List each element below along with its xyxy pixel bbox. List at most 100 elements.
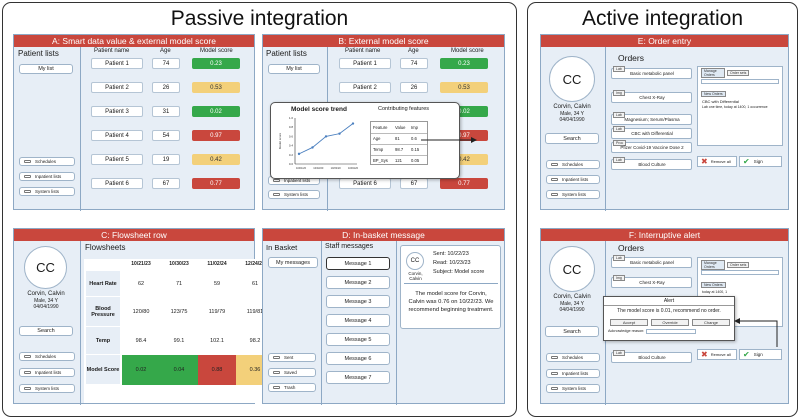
- override-button[interactable]: Override: [651, 319, 689, 326]
- sidebar-item-system-lists[interactable]: System lists: [546, 190, 600, 199]
- patient-name: Corvin, Calvin: [553, 104, 591, 110]
- acknowledge-reason-field[interactable]: [646, 329, 696, 334]
- sidebar-item-inpatient-lists[interactable]: Inpatient lists: [546, 175, 600, 184]
- panel-f: F: Interruptive alert CC Corvin, Calvin …: [540, 228, 789, 405]
- sidebar-item-system-lists[interactable]: System lists: [268, 190, 320, 199]
- message-item[interactable]: Message 6: [326, 352, 390, 365]
- message-item[interactable]: Message 7: [326, 371, 390, 384]
- remove-all-button[interactable]: ✖ Remove all: [697, 156, 737, 167]
- my-messages-button[interactable]: My messages: [268, 257, 318, 268]
- search-button[interactable]: Search: [545, 133, 599, 144]
- sidebar-item-system-lists[interactable]: System lists: [546, 384, 600, 393]
- patient-info: Male, 34 Y: [560, 301, 584, 307]
- age-cell: 74: [400, 58, 428, 69]
- sidebar-item-schedules[interactable]: Schedules: [546, 160, 600, 169]
- order-item[interactable]: Lab CBC with Differential: [611, 126, 692, 139]
- sidebar-divider: [605, 47, 606, 211]
- patient-name-cell[interactable]: Patient 2: [91, 82, 143, 93]
- flowsheet-cell: 62: [137, 281, 145, 287]
- order-item[interactable]: Proc Pfizer Covid-19 Vaccine Dose 2: [611, 140, 692, 153]
- model-score-cell: 0.23: [440, 58, 488, 69]
- manage-orders-button[interactable]: Manage Orders: [701, 260, 725, 270]
- sidebar-item-saved[interactable]: Saved: [268, 368, 316, 377]
- sign-button[interactable]: ✔ Sign: [739, 156, 782, 167]
- search-button[interactable]: Search: [545, 326, 599, 337]
- sidebar-item-schedules[interactable]: Schedules: [19, 352, 75, 361]
- order-sets-button[interactable]: Order sets: [727, 262, 750, 268]
- alert-arrow: [734, 318, 778, 347]
- order-item[interactable]: Lab Blood Culture: [611, 157, 692, 170]
- order-search-field[interactable]: [701, 79, 779, 84]
- patient-name-cell[interactable]: Patient 1: [339, 58, 391, 69]
- acknowledge-label: Acknowledge reason:: [608, 329, 645, 333]
- order-search-field[interactable]: [701, 270, 779, 275]
- my-list-button[interactable]: My list: [19, 64, 73, 74]
- patient-name-cell[interactable]: Patient 5: [91, 154, 143, 165]
- patient-name: Corvin, Calvin: [27, 291, 65, 297]
- sidebar-item-inpatient-lists[interactable]: Inpatient lists: [19, 368, 75, 377]
- sent-date: Sent: 10/22/23: [433, 251, 469, 257]
- list-icon: [24, 190, 31, 193]
- order-item[interactable]: Img Chest X-Ray: [611, 275, 692, 288]
- col-age: Age: [160, 48, 171, 54]
- order-item[interactable]: Lab Magnesium; Serum/Plasma: [611, 112, 692, 125]
- age-cell: 26: [400, 82, 428, 93]
- remove-all-button[interactable]: ✖ Remove all: [697, 349, 737, 360]
- sidebar-item-system-lists[interactable]: System lists: [19, 384, 75, 393]
- message-item[interactable]: Message 1: [326, 257, 390, 270]
- model-score-cell: 0.53: [440, 82, 488, 93]
- message-item[interactable]: Message 5: [326, 333, 390, 346]
- patient-name-cell[interactable]: Patient 2: [339, 82, 391, 93]
- order-type-tag: Img: [613, 275, 625, 281]
- message-item[interactable]: Message 3: [326, 295, 390, 308]
- search-button[interactable]: Search: [19, 326, 73, 336]
- message-item[interactable]: Message 2: [326, 276, 390, 289]
- sign-button[interactable]: ✔ Sign: [739, 349, 782, 360]
- feature-cell: Age: [373, 136, 381, 141]
- manage-orders-button[interactable]: Manage Orders: [701, 68, 725, 78]
- my-list-button[interactable]: My list: [268, 64, 320, 74]
- order-item[interactable]: Lab Basic metabolic panel: [611, 66, 692, 79]
- feature-cell: 98.7: [395, 147, 404, 152]
- sidebar-item-trash[interactable]: Trash: [268, 383, 316, 392]
- feature-cell: 121: [395, 158, 402, 163]
- sidebar-item-system-lists[interactable]: System lists: [19, 187, 75, 196]
- order-type-tag: Lab: [613, 112, 625, 118]
- flowsheet-cell: 98.2: [249, 338, 261, 344]
- panel-d: D: In-basket message In Basket My messag…: [262, 228, 505, 405]
- model-score-cell: 0.97: [192, 130, 240, 141]
- patient-name-cell[interactable]: Patient 6: [339, 178, 391, 189]
- patient-name-cell[interactable]: Patient 1: [91, 58, 143, 69]
- sidebar-item-schedules[interactable]: Schedules: [546, 353, 600, 362]
- patient-name-cell[interactable]: Patient 3: [91, 106, 143, 117]
- orders-title: Orders: [618, 53, 644, 63]
- panel-c-header: C: Flowsheet row: [14, 229, 254, 241]
- message-item[interactable]: Message 4: [326, 314, 390, 327]
- feature-cell: 0.6: [411, 136, 417, 141]
- list-icon: [551, 163, 558, 166]
- accept-button[interactable]: Accept: [610, 319, 648, 326]
- sidebar-item-inpatient-lists[interactable]: Inpatient lists: [546, 369, 600, 378]
- order-item[interactable]: Lab Basic metabolic panel: [611, 255, 692, 268]
- order-sets-button[interactable]: Order sets: [727, 70, 750, 76]
- sidebar-item-inpatient-lists[interactable]: Inpatient lists: [19, 172, 75, 181]
- order-item[interactable]: Lab Blood Culture: [611, 350, 692, 363]
- feature-cell: 0.15: [411, 147, 420, 152]
- x-tick-label: 10/02/20: [313, 166, 324, 170]
- in-basket-title: In Basket: [266, 243, 298, 252]
- col-model-score: Model score: [451, 48, 484, 54]
- sidebar-item-sent[interactable]: Sent: [268, 353, 316, 362]
- list-icon: [24, 371, 31, 374]
- change-button[interactable]: Change: [692, 319, 730, 326]
- age-cell: 74: [152, 58, 180, 69]
- order-text: Basic metabolic panel: [630, 260, 674, 265]
- date-header: 12/24/25: [245, 261, 265, 267]
- patient-name-cell[interactable]: Patient 4: [91, 130, 143, 141]
- sidebar-item-schedules[interactable]: Schedules: [19, 157, 75, 166]
- y-axis-label: Model score: [278, 133, 282, 150]
- trend-chart: 1.0 0.8 0.6 0.4 0.2 0.010/01/20 10/02/20 10/03/…: [278, 116, 359, 170]
- order-item[interactable]: Img Chest X-Ray: [611, 90, 692, 103]
- panel-e: E: Order entry CC Corvin, Calvin Male, 3…: [540, 34, 789, 211]
- patient-info: Male, 34 Y: [34, 298, 58, 304]
- patient-name-cell[interactable]: Patient 6: [91, 178, 143, 189]
